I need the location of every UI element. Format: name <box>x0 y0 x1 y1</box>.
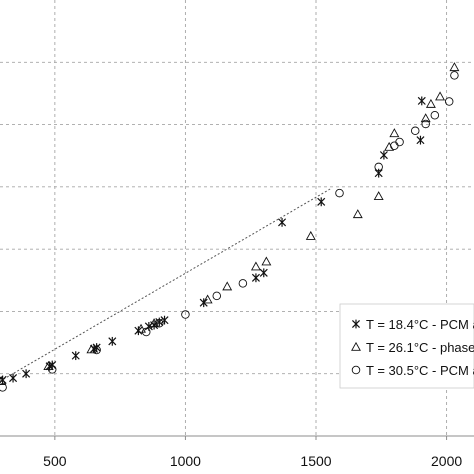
series-1-point-3 <box>136 323 146 333</box>
marker-layer <box>0 62 460 392</box>
legend-label-0: T = 18.4°C - PCM a <box>366 317 474 332</box>
series-2-point-12 <box>410 126 420 136</box>
series-1-point-16 <box>435 91 446 101</box>
legend-marker-2 <box>351 365 361 375</box>
series-0-point-21 <box>416 135 425 145</box>
legend-marker-0 <box>351 319 361 329</box>
series-0-point-2 <box>22 369 31 379</box>
series-2-point-4 <box>155 319 164 328</box>
series-1-point-9 <box>305 230 316 240</box>
series-1-point-7 <box>250 261 261 271</box>
series-0-point-5 <box>71 351 80 361</box>
series-0-point-9 <box>134 326 143 336</box>
series-2-point-11 <box>395 137 404 147</box>
series-2-point-15 <box>444 97 454 106</box>
series-2-point-1 <box>47 365 57 374</box>
series-0-point-16 <box>259 268 268 278</box>
series-2-point-16 <box>450 71 459 80</box>
series-0-point-1 <box>9 373 18 383</box>
series-1-point-12 <box>384 141 395 151</box>
series-1-point-11 <box>373 191 384 201</box>
series-1-point-15 <box>425 98 436 108</box>
legend-box <box>339 303 474 389</box>
series-2-point-14 <box>430 110 440 120</box>
legend-label-1: T = 26.1°C - phase <box>366 340 474 355</box>
series-1-point-17 <box>449 62 460 72</box>
series-0-point-22 <box>417 96 426 106</box>
series-0-point-13 <box>160 315 169 325</box>
series-1-point-6 <box>222 281 233 291</box>
series-1-point-10 <box>352 209 363 219</box>
x-tick-label-3: 2000 <box>431 453 462 469</box>
x-tick-label-1: 1000 <box>170 453 201 469</box>
series-2-point-13 <box>421 119 430 129</box>
legend-marker-1 <box>351 341 361 351</box>
series-1-point-14 <box>420 113 431 123</box>
series-0-point-18 <box>317 197 326 207</box>
x-tick-labels: 500 1000 1500 2000 <box>43 436 462 469</box>
series-2-point-8 <box>335 188 344 198</box>
series-1-point-5 <box>202 294 213 304</box>
series-2-point-3 <box>141 327 151 337</box>
series-2-point-5 <box>181 310 190 319</box>
series-2-point-9 <box>374 162 383 172</box>
series-2-point-6 <box>212 291 222 301</box>
series-1-point-0 <box>0 376 7 385</box>
series-1-point-13 <box>389 128 400 138</box>
series-0-point-20 <box>379 150 388 160</box>
legend-label-2: T = 30.5°C - PCM a <box>366 363 474 378</box>
x-tick-label-0: 500 <box>43 453 67 469</box>
series-0-point-19 <box>374 168 383 178</box>
series-1-point-8 <box>261 256 272 266</box>
series-2-point-0 <box>0 383 7 392</box>
series-0-point-8 <box>108 336 117 346</box>
grid-layer <box>0 0 474 436</box>
series-0-point-17 <box>278 217 287 227</box>
series-1-point-2 <box>86 344 97 354</box>
series-2-point-7 <box>238 279 248 288</box>
series-0-point-4 <box>48 360 57 370</box>
legend: T = 18.4°C - PCM a T = 26.1°C - phase T = … <box>339 303 474 389</box>
series-2-point-2 <box>92 345 101 355</box>
series-0-point-15 <box>251 273 260 283</box>
x-tick-label-2: 1500 <box>300 453 331 469</box>
series-1-point-4 <box>149 318 160 328</box>
